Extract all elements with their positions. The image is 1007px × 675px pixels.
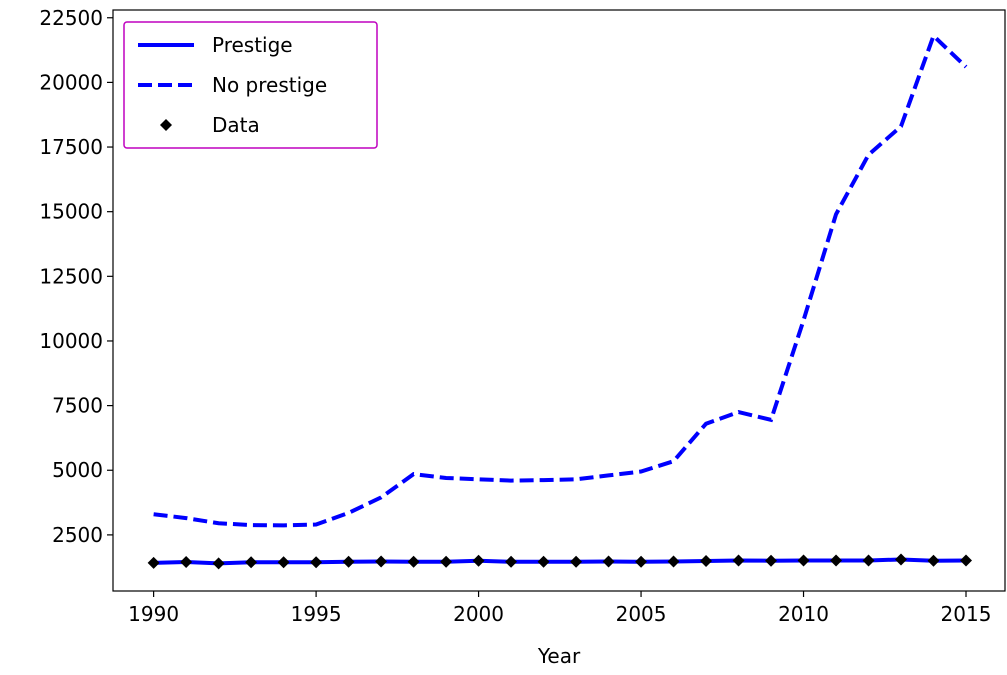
x-tick-label: 1995 <box>291 602 342 626</box>
data-marker <box>830 554 843 567</box>
plot-frame <box>112 9 1006 592</box>
data-marker <box>602 555 615 568</box>
data-marker <box>732 554 745 567</box>
legend-label: No prestige <box>212 73 327 97</box>
data-marker <box>797 554 810 567</box>
data-marker <box>472 554 485 567</box>
data-marker <box>310 556 323 569</box>
y-tick-label: 22500 <box>39 6 103 30</box>
data-marker <box>667 555 680 568</box>
data-marker <box>635 555 648 568</box>
data-marker <box>180 556 193 569</box>
legend-label: Prestige <box>212 33 293 57</box>
data-marker <box>960 554 973 567</box>
x-axis-label: Year <box>537 644 581 668</box>
data-marker <box>375 555 388 568</box>
data-marker <box>537 555 550 568</box>
y-tick-label: 12500 <box>39 264 103 288</box>
legend-label: Data <box>212 113 260 137</box>
x-tick-label: 2005 <box>616 602 667 626</box>
data-marker <box>700 555 713 568</box>
legend-box <box>123 21 378 149</box>
data-marker <box>245 556 258 569</box>
x-tick-label: 2000 <box>453 602 504 626</box>
data-marker <box>895 553 908 566</box>
legend-marker <box>160 119 172 131</box>
y-tick-label: 15000 <box>39 200 103 224</box>
y-tick-label: 20000 <box>39 70 103 94</box>
y-tick-label: 10000 <box>39 329 103 353</box>
data-marker <box>147 556 160 569</box>
data-marker <box>927 554 940 567</box>
series-line <box>153 557 967 566</box>
data-marker <box>440 555 453 568</box>
data-marker <box>212 557 225 570</box>
data-marker <box>342 555 355 568</box>
data-marker <box>765 554 778 567</box>
data-marker <box>277 556 290 569</box>
x-tick-label: 2015 <box>941 602 992 626</box>
series-line <box>153 32 968 528</box>
y-tick-label: 17500 <box>39 135 103 159</box>
y-tick-label: 2500 <box>52 523 103 547</box>
data-marker <box>862 554 875 567</box>
data-marker <box>570 555 583 568</box>
x-tick-label: 2010 <box>778 602 829 626</box>
x-tick-label: 1990 <box>128 602 179 626</box>
data-marker <box>407 555 420 568</box>
y-tick-label: 7500 <box>52 394 103 418</box>
y-tick-label: 5000 <box>52 458 103 482</box>
data-marker <box>505 555 518 568</box>
